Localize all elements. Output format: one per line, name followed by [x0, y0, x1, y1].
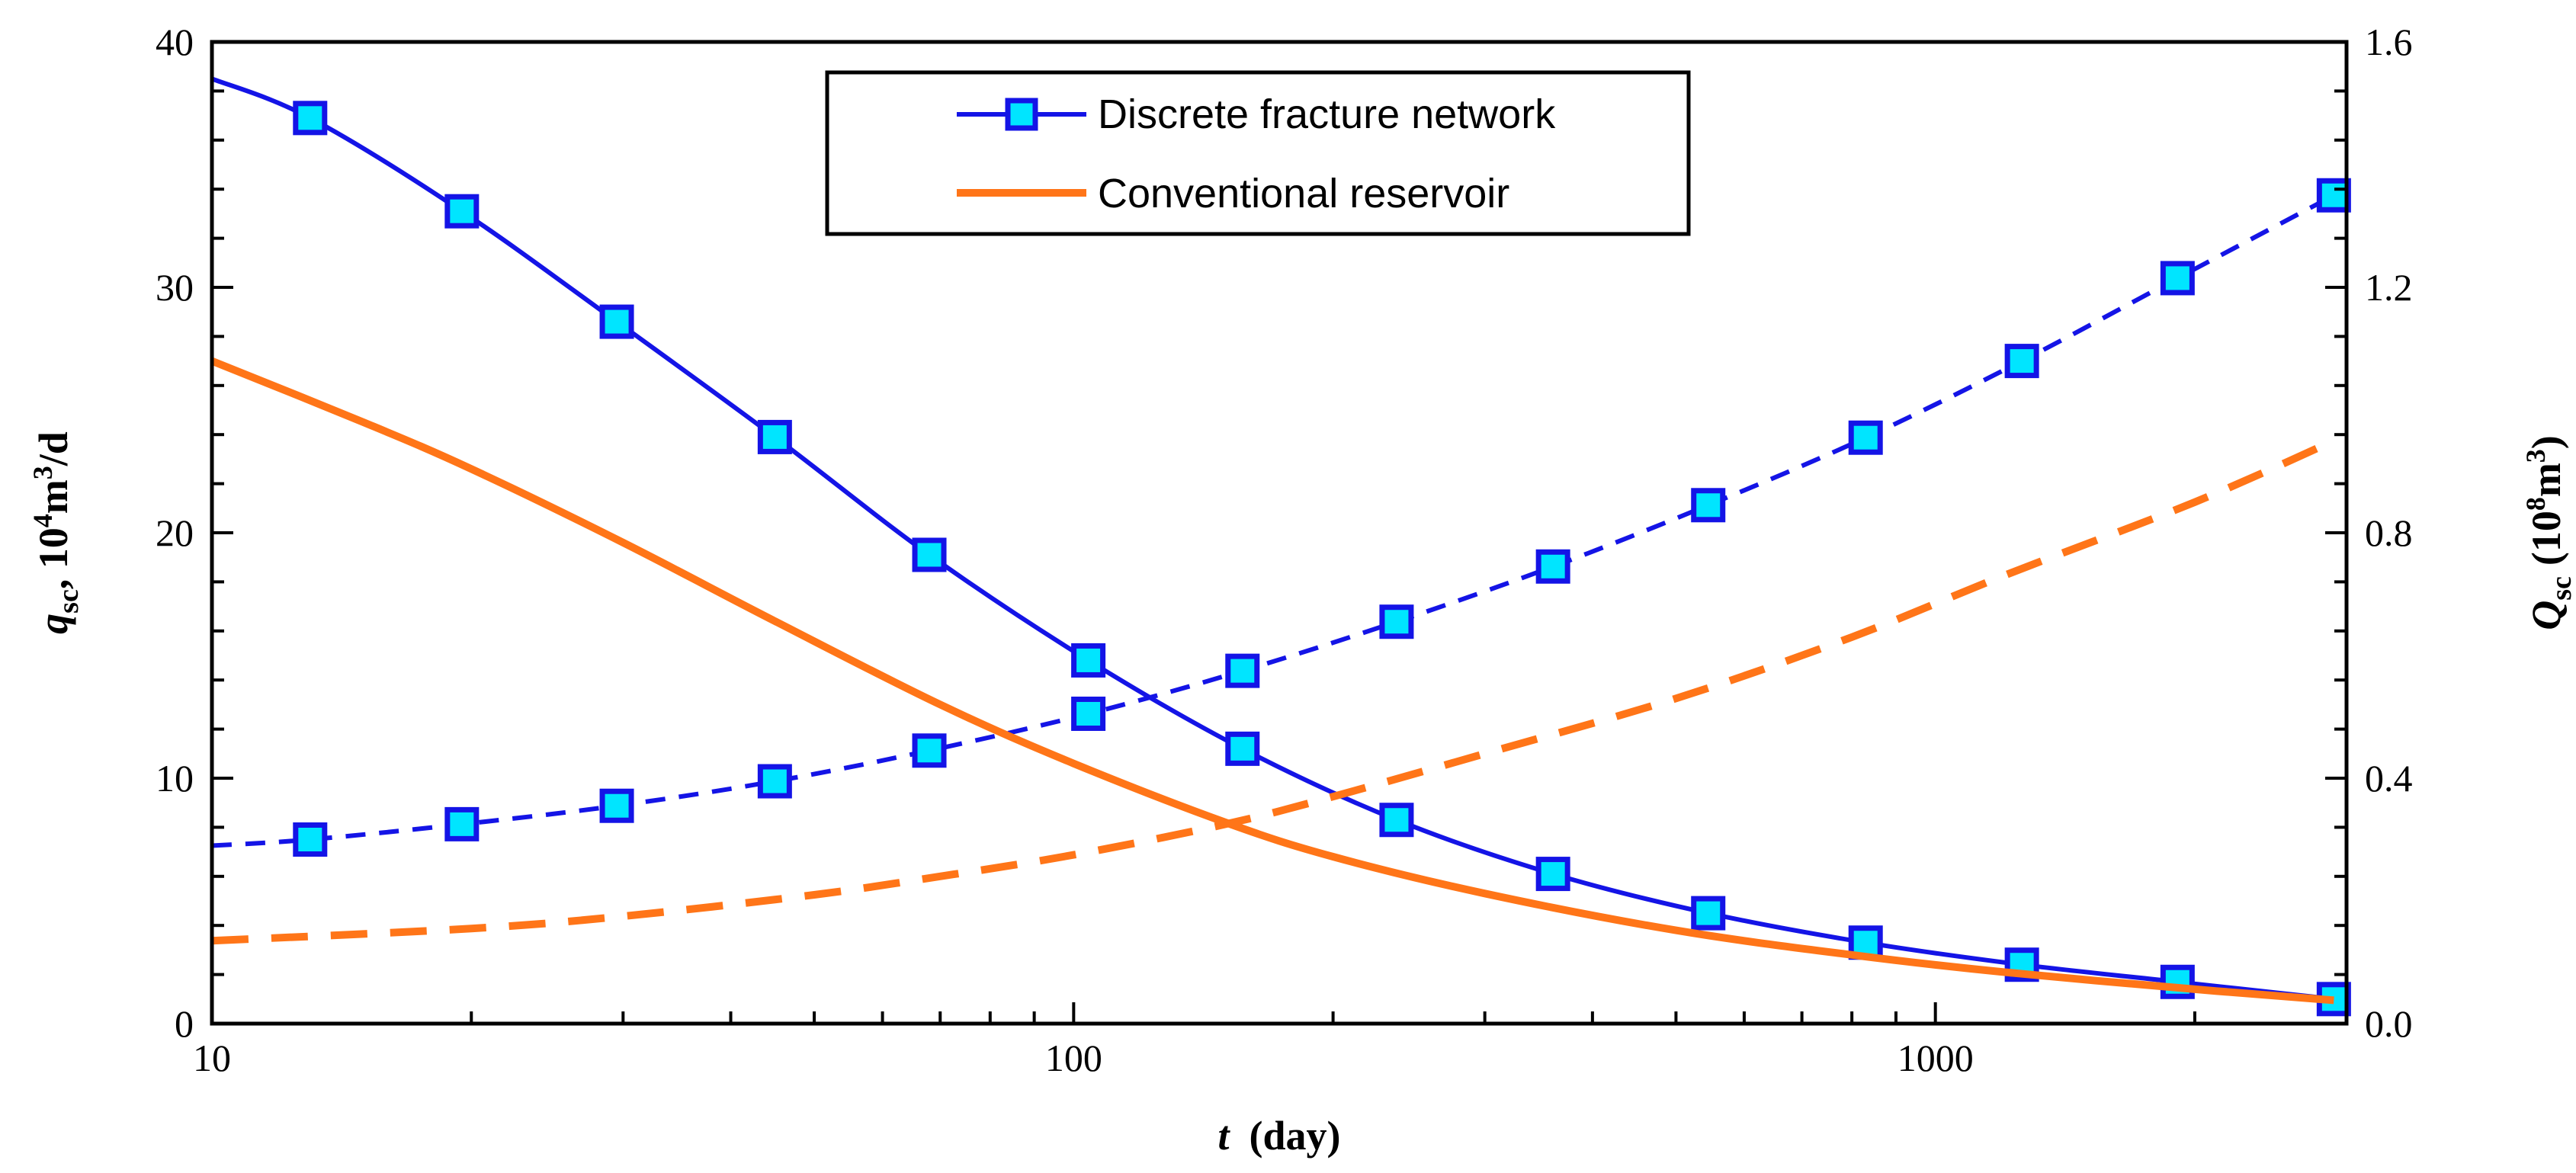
y-left-axis-title: qsc, 104m3/d	[27, 431, 85, 634]
series-0-marker	[912, 537, 947, 572]
series-0-marker	[2160, 964, 2195, 999]
series-line-1	[211, 193, 2335, 848]
series-0-marker	[757, 419, 792, 454]
series-0-marker	[1071, 643, 1106, 678]
series-1-marker	[757, 764, 792, 799]
y-right-tick-label: 0.8	[2365, 511, 2413, 554]
y-left-tick-label: 40	[156, 21, 194, 63]
y-left-tick-label: 0	[175, 1002, 194, 1045]
series-0-marker	[1535, 857, 1570, 892]
series-0-marker	[444, 194, 480, 229]
series-1-marker	[2004, 344, 2039, 379]
y-right-tick-label: 1.2	[2365, 266, 2413, 309]
legend-label-conventional: Conventional reservoir	[1098, 171, 1509, 216]
series-0-marker	[1225, 731, 1260, 766]
x-tick-label: 1000	[1898, 1037, 1974, 1079]
series-0-marker	[1379, 803, 1414, 838]
legend-entry-dfn: Discrete fracture network	[957, 91, 1556, 137]
legend-box	[825, 70, 1691, 236]
y-right-tick-label: 1.6	[2365, 21, 2413, 63]
series-1-marker	[912, 733, 947, 768]
legend-entry-conventional: Conventional reservoir	[957, 171, 1509, 216]
legend-marker-dfn	[1005, 98, 1038, 131]
series-1-marker	[1071, 696, 1106, 731]
y-left-tick-label: 10	[156, 757, 194, 800]
series-0-marker	[1691, 896, 1726, 931]
legend: Discrete fracture network Conventional r…	[825, 70, 1691, 236]
legend-label-dfn: Discrete fracture network	[1098, 91, 1556, 137]
x-axis-title: t (day)	[1217, 1113, 1340, 1159]
series-0-marker	[599, 304, 634, 339]
y-right-axis-title: Qsc(108m3)	[2520, 435, 2576, 630]
series-0-marker	[293, 101, 328, 136]
y-right-tick-label: 0.4	[2365, 757, 2413, 800]
series-1-marker	[1535, 549, 1570, 584]
series-1-marker	[1848, 420, 1883, 455]
x-tick-label: 10	[193, 1037, 231, 1079]
y-right-tick-label: 0.0	[2365, 1002, 2413, 1045]
series-1-marker	[2160, 261, 2195, 296]
series-1-marker	[1379, 604, 1414, 639]
x-tick-label: 100	[1045, 1037, 1102, 1079]
series-line-3	[211, 437, 2336, 945]
y-left-tick-label: 30	[156, 266, 194, 309]
series-layer	[210, 76, 2351, 1017]
y-left-tick-label: 20	[156, 511, 194, 554]
series-1-marker	[2316, 178, 2351, 213]
series-1-marker	[599, 788, 634, 823]
series-1-marker	[1225, 653, 1260, 688]
series-1-marker	[444, 806, 480, 841]
series-1-marker	[293, 822, 328, 857]
series-1-marker	[1691, 488, 1726, 523]
